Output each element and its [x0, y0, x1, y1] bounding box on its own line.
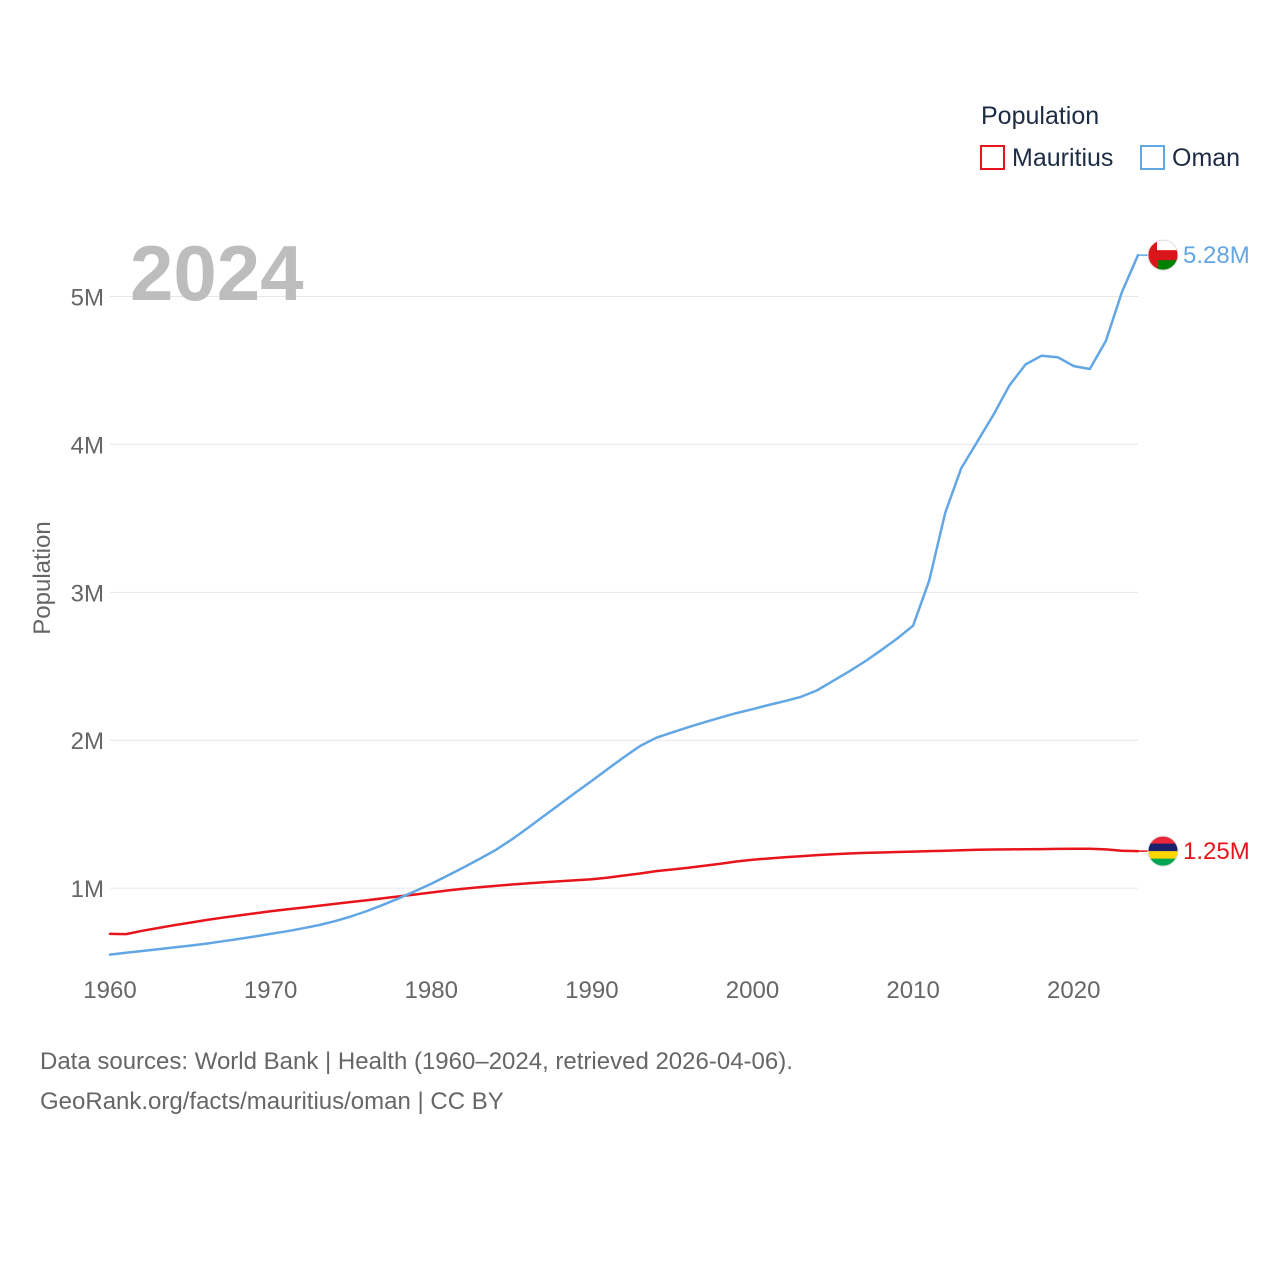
y-tick-label: 2M	[71, 728, 104, 755]
legend-title: Population	[981, 102, 1099, 130]
y-tick-label: 3M	[71, 580, 104, 607]
series-lines	[108, 253, 1140, 956]
y-axis-ticks: 1M 2M 3M 4M 5M	[71, 285, 104, 904]
x-tick-label: 1970	[244, 977, 297, 1004]
x-tick-label: 1990	[565, 977, 618, 1004]
x-axis-ticks: 1960 1970 1980 1990 2000 2010 2020	[83, 977, 1100, 1004]
oman-flag-icon	[1148, 240, 1178, 271]
year-stamp: 2024	[130, 229, 304, 317]
legend-swatch-mauritius	[980, 145, 1005, 170]
flag-ring	[1147, 239, 1179, 271]
attribution-line[interactable]: GeoRank.org/facts/mauritius/oman | CC BY	[40, 1088, 504, 1115]
x-tick-label: 2000	[726, 977, 779, 1004]
y-axis-title: Population	[29, 521, 56, 634]
mauritius-flag-icon	[1148, 836, 1178, 867]
x-tick-label: 2020	[1047, 977, 1100, 1004]
x-tick-label: 1960	[83, 977, 136, 1004]
series-line-oman	[108, 253, 1140, 956]
series-line-mauritius	[108, 847, 1140, 936]
end-label-mauritius: 1.25M	[1183, 838, 1250, 865]
legend-swatch-oman	[1140, 145, 1165, 170]
x-tick-label: 2010	[886, 977, 939, 1004]
y-tick-label: 5M	[71, 285, 104, 312]
x-tick-label: 1980	[405, 977, 458, 1004]
gridlines	[110, 296, 1138, 889]
legend: Population Mauritius Oman	[980, 102, 1240, 172]
legend-label-mauritius: Mauritius	[1012, 144, 1113, 172]
series-end-labels: 1.25M 5.28M	[1138, 239, 1250, 867]
legend-label-oman: Oman	[1172, 144, 1240, 172]
flag-ring	[1147, 835, 1179, 867]
end-label-oman: 5.28M	[1183, 242, 1250, 269]
y-tick-label: 1M	[71, 876, 104, 903]
source-line: Data sources: World Bank | Health (1960–…	[40, 1048, 793, 1075]
footer: Data sources: World Bank | Health (1960–…	[40, 1042, 793, 1122]
y-tick-label: 4M	[71, 432, 104, 459]
